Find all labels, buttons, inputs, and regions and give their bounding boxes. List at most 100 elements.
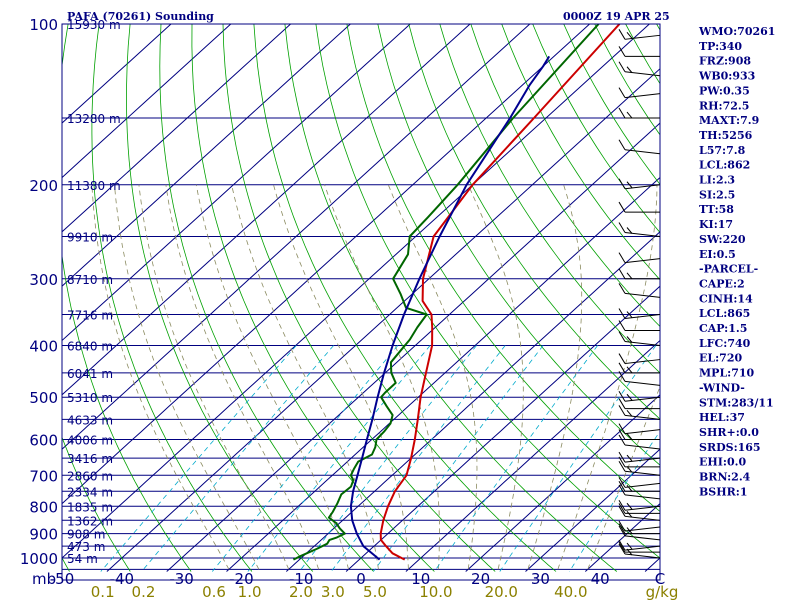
temperature-tick-label: 0	[356, 570, 366, 588]
wind-barb-staff	[624, 341, 661, 346]
index-entry: L57:7.8	[699, 144, 746, 157]
wind-barb	[618, 477, 661, 488]
dewpoint-profile-line	[292, 24, 600, 561]
index-entry: LI:2.3	[699, 174, 735, 187]
wind-barb-flag	[626, 366, 633, 374]
pressure-tick-label: 300	[29, 271, 58, 289]
dry-adiabat-line	[62, 24, 192, 572]
wind-barb	[618, 405, 661, 420]
dry-adiabat-line	[346, 24, 660, 513]
height-label: 9910 m	[67, 230, 113, 244]
index-entry: SW:220	[699, 233, 746, 246]
wind-barb	[618, 87, 661, 99]
wind-barb-flag	[618, 523, 626, 534]
index-entry: CAP:1.5	[699, 322, 747, 335]
wind-barb	[618, 139, 661, 155]
dry-adiabat-line	[0, 24, 9, 572]
temperature-tick-label: 10	[411, 570, 430, 588]
wind-barb-flag	[626, 31, 633, 39]
wind-barb-staff	[624, 429, 661, 435]
dry-adiabat-line	[159, 24, 374, 572]
wind-barb-flag	[618, 429, 626, 440]
dry-adiabat-line	[91, 24, 253, 572]
wind-barb	[618, 222, 661, 237]
wind-barbs	[618, 29, 661, 559]
height-label: 473 m	[67, 540, 105, 554]
wind-barb-staff	[624, 457, 661, 463]
wind-barb-flag	[618, 456, 626, 468]
temperature-tick-label: -30	[169, 570, 194, 588]
pressure-tick-label: 600	[29, 432, 58, 450]
index-entry: SI:2.5	[699, 188, 735, 201]
mixing-ratio-label: 20.0	[485, 583, 518, 600]
wind-barb-flag	[626, 311, 633, 318]
dry-adiabat-line	[377, 24, 660, 466]
temperature-tick-label: -10	[289, 570, 314, 588]
mixing-ratio-label: 1.0	[238, 583, 262, 600]
wind-barb-staff	[624, 515, 661, 521]
height-label: 1362 m	[67, 514, 113, 528]
wind-barb	[618, 423, 661, 435]
wind-barb-staff	[624, 494, 661, 500]
height-label: 54 m	[67, 552, 98, 566]
wind-barb	[618, 252, 661, 264]
moist-adiabat-line	[231, 184, 379, 570]
height-label: 5310 m	[67, 391, 113, 405]
wind-barb	[618, 520, 661, 532]
wind-barb	[618, 201, 660, 213]
wind-barb-staff	[624, 553, 661, 559]
index-entry: TH:5256	[699, 129, 753, 142]
wind-barb	[618, 525, 661, 541]
index-entry: LCL:862	[699, 159, 750, 172]
temperature-tick-label: -40	[110, 570, 135, 588]
wind-barb-staff	[624, 505, 661, 511]
wind-barb-flag	[618, 423, 626, 434]
wind-barb-flag	[618, 539, 626, 551]
wind-barb-flag	[618, 320, 626, 331]
pressure-tick-label: 700	[29, 467, 58, 485]
index-entry: MPL:710	[699, 367, 755, 380]
wind-barb-flag	[618, 503, 626, 514]
wind-barb-flag	[626, 227, 633, 234]
wind-barb	[618, 107, 660, 119]
isotherm-line	[345, 285, 660, 572]
wind-barb	[618, 331, 661, 346]
isotherm-line	[285, 231, 660, 572]
wind-barb	[618, 398, 660, 410]
moist-adiabat-line	[91, 184, 230, 570]
wind-barb-flag	[618, 390, 626, 402]
background-grid	[0, 24, 800, 572]
station-title: PAFA (70261) Sounding	[67, 10, 214, 23]
moist-adiabat-line	[557, 184, 658, 570]
wind-barb-flag	[618, 29, 626, 40]
temperature-tick-label: 20	[471, 570, 490, 588]
isotherm-line	[525, 448, 660, 572]
mixing-ratio-line	[499, 345, 657, 572]
pressure-tick-label: 1000	[20, 550, 58, 568]
isotherm-line	[62, 24, 650, 559]
wind-unit-label: C	[655, 570, 665, 588]
index-entry: CINH:14	[699, 292, 753, 305]
dry-adiabat-line	[253, 24, 557, 572]
mixing-ratio-line	[100, 345, 297, 572]
dry-adiabat-line	[750, 24, 800, 572]
isotherm-line	[62, 24, 411, 342]
index-entry: TT:58	[699, 203, 734, 216]
wind-barb-staff	[624, 149, 661, 155]
wind-barb-staff	[624, 414, 661, 420]
wind-barb-flag	[618, 520, 626, 532]
height-label: 6041 m	[67, 367, 113, 381]
wind-barb-flag	[618, 107, 626, 119]
isotherm-line	[62, 24, 471, 396]
dry-adiabat-line	[781, 24, 800, 572]
wind-barb-flag	[626, 410, 633, 417]
wind-barb-staff	[624, 34, 661, 40]
dry-adiabat-line	[126, 24, 314, 572]
wind-barb	[618, 541, 660, 553]
wind-barb	[618, 481, 660, 492]
wind-barb-flag	[626, 181, 633, 189]
wind-barb-flag	[626, 336, 633, 343]
index-entry: WMO:70261	[698, 25, 775, 38]
